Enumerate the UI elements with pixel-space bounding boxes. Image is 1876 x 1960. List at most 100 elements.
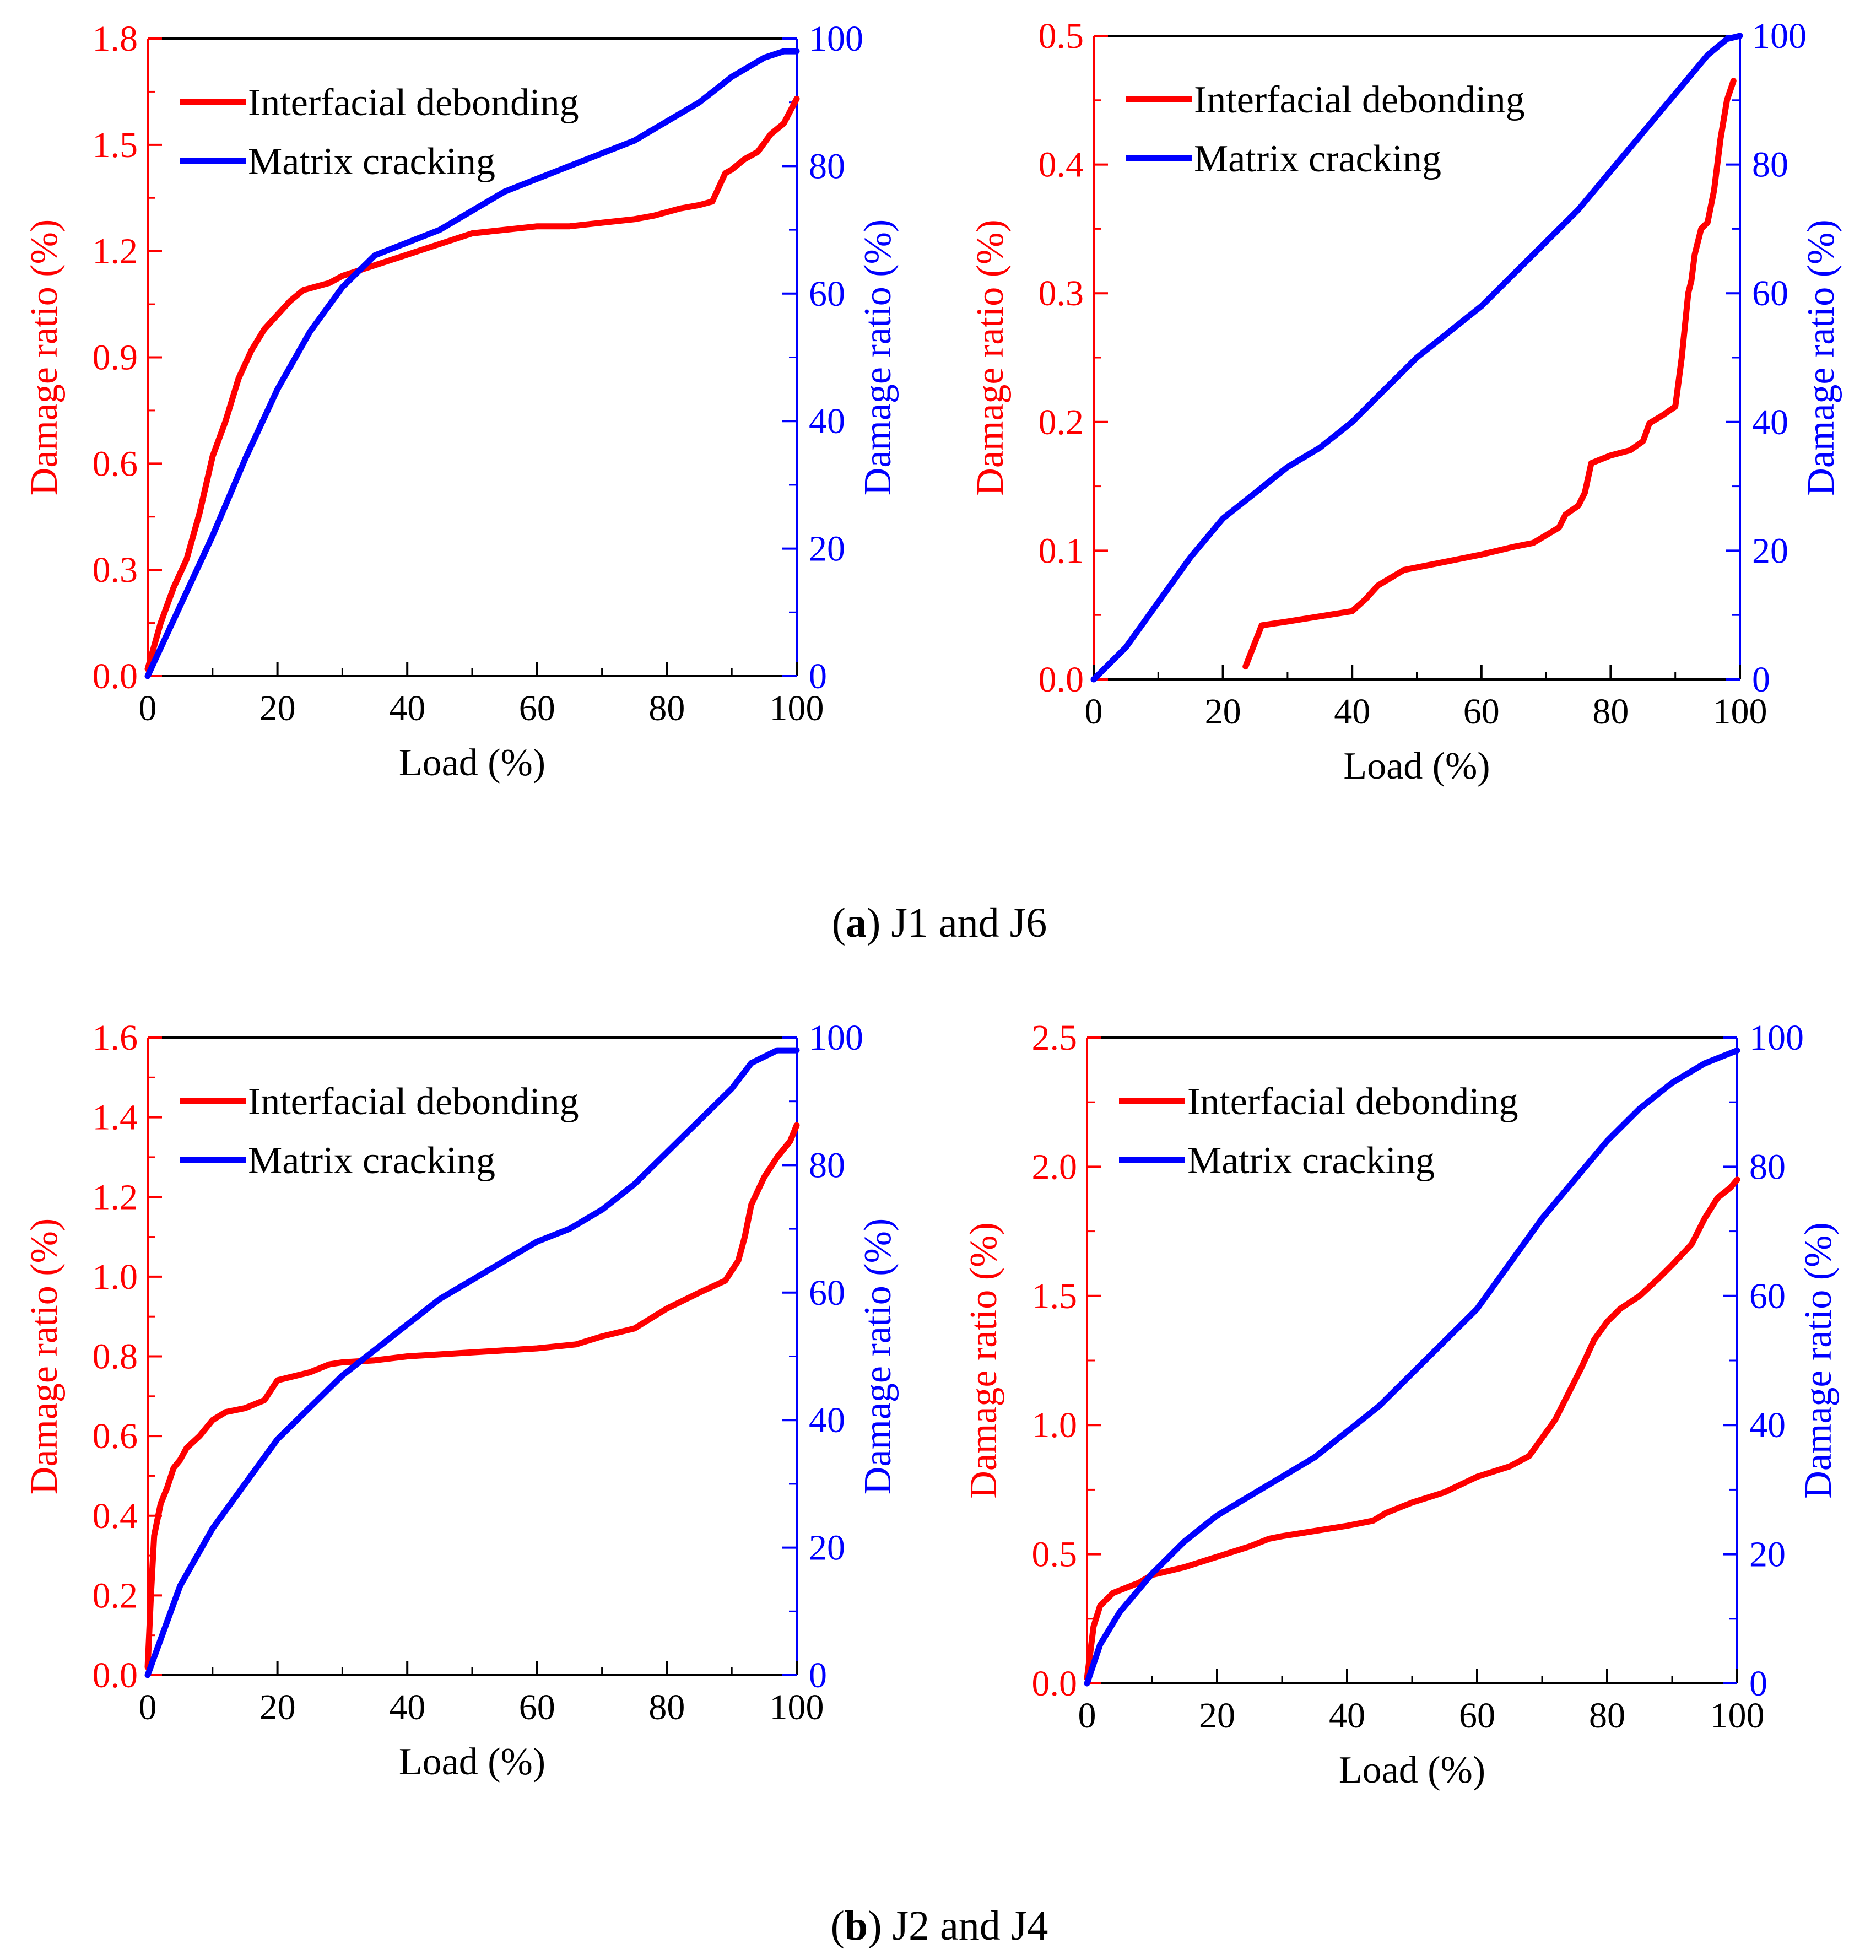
- x-tick-label: 20: [259, 688, 296, 728]
- left-y-axis-title: Damage ratio (%): [963, 1222, 1005, 1498]
- series-line-matrix-cracking: [1084, 1047, 1740, 1687]
- x-tick-label: 0: [139, 688, 157, 728]
- x-axis-title: Load (%): [399, 742, 545, 784]
- right-y-tick-label: 60: [1752, 273, 1788, 314]
- left-y-tick-label: 0.2: [93, 1575, 138, 1616]
- left-y-tick-label: 0.9: [93, 338, 138, 378]
- caption-a-letter: a: [846, 900, 867, 946]
- left-y-tick-label: 1.0: [1032, 1405, 1078, 1445]
- x-tick-label: 80: [1592, 692, 1629, 732]
- left-y-tick-label: 0.0: [1039, 660, 1084, 700]
- right-y-tick-label: 80: [1749, 1147, 1786, 1187]
- right-y-tick-label: 60: [1749, 1276, 1786, 1316]
- x-axis-title: Load (%): [1343, 745, 1490, 787]
- left-y-tick-label: 2.5: [1032, 1018, 1078, 1058]
- left-y-tick-label: 0.8: [93, 1337, 138, 1377]
- chart-j2: 0 20 40 60 80 100 0.0 0.2 0.4 0.6 0.8 1.0 1.2 1.4 1.6 0…: [23, 1018, 899, 1783]
- right-y-tick-label: 40: [809, 1400, 845, 1440]
- left-y-tick-label: 1.8: [93, 19, 138, 59]
- x-tick-label: 80: [648, 688, 685, 728]
- svg-text:(a) J1 and J6: (a) J1 and J6: [832, 900, 1047, 946]
- left-y-tick-label: 0.2: [1039, 402, 1084, 442]
- left-y-tick-label: 0.6: [93, 1416, 138, 1456]
- x-tick-label: 20: [259, 1687, 296, 1727]
- left-y-tick-label: 0.1: [1039, 531, 1084, 571]
- left-y-tick-label: 0.0: [1032, 1664, 1078, 1704]
- left-y-tick-label: 1.6: [93, 1018, 138, 1058]
- x-tick-label: 100: [770, 688, 824, 728]
- left-y-tick-label: 0.5: [1039, 16, 1084, 56]
- legend-label-interfacial-debonding: Interfacial debonding: [248, 1081, 579, 1123]
- x-tick-label: 60: [1463, 692, 1500, 732]
- left-y-tick-label: 0.0: [93, 1655, 138, 1696]
- left-y-tick-label: 1.5: [1032, 1276, 1078, 1316]
- left-y-tick-label: 1.2: [93, 1177, 138, 1217]
- left-y-tick-label: 2.0: [1032, 1147, 1078, 1187]
- right-y-tick-label: 80: [809, 146, 845, 186]
- chart-j6: 0 20 40 60 80 100 0.0 0.1 0.2 0.3 0.4 0.5 0 20 40 60 80 1…: [969, 16, 1842, 787]
- left-y-tick-label: 0.5: [1032, 1535, 1078, 1575]
- caption-b: (b) J2 and J4: [831, 1903, 1048, 1949]
- x-tick-label: 0: [1085, 692, 1103, 732]
- left-y-tick-label: 0.0: [93, 656, 138, 696]
- x-tick-label: 40: [389, 1687, 425, 1727]
- x-tick-label: 40: [1334, 692, 1370, 732]
- caption-a-text: J1 and J6: [891, 900, 1047, 946]
- right-y-tick-label: 0: [809, 656, 827, 696]
- left-y-tick-label: 1.2: [93, 231, 138, 272]
- right-y-tick-label: 0: [809, 1655, 827, 1696]
- left-y-tick-label: 0.4: [1039, 145, 1084, 185]
- right-y-tick-label: 100: [1749, 1018, 1804, 1058]
- series-line-matrix-cracking: [1090, 33, 1743, 683]
- left-y-axis-title: Damage ratio (%): [969, 219, 1012, 495]
- left-y-tick-label: 0.3: [93, 550, 138, 590]
- x-tick-label: 0: [1078, 1696, 1096, 1736]
- x-tick-label: 60: [519, 1687, 555, 1727]
- right-y-axis-title: Damage ratio (%): [1797, 1222, 1840, 1498]
- left-y-tick-label: 0.6: [93, 444, 138, 484]
- right-y-tick-label: 0: [1752, 660, 1770, 700]
- left-y-axis-title: Damage ratio (%): [23, 1218, 66, 1494]
- left-y-axis-title: Damage ratio (%): [23, 219, 66, 495]
- right-y-tick-label: 100: [1752, 16, 1807, 56]
- right-y-axis-title: Damage ratio (%): [857, 219, 899, 495]
- x-tick-label: 0: [139, 1687, 157, 1727]
- legend-label-interfacial-debonding: Interfacial debonding: [1187, 1081, 1518, 1123]
- right-y-tick-label: 100: [809, 1018, 863, 1058]
- x-tick-label: 100: [1710, 1696, 1765, 1736]
- legend-label-interfacial-debonding: Interfacial debonding: [1194, 79, 1525, 121]
- right-y-tick-label: 20: [809, 1528, 845, 1568]
- svg-text:(b) J2 and J4: (b) J2 and J4: [831, 1903, 1048, 1949]
- left-y-tick-label: 1.4: [93, 1098, 138, 1138]
- right-y-tick-label: 60: [809, 1273, 845, 1313]
- charts-layer: 0 20 40 60 80 100 0.0 0.3 0.6 0.9 1.2 1.5 1.8 0 20 40 60…: [23, 16, 1842, 1791]
- chart-j4: 0 20 40 60 80 100 0.0 0.5 1.0 1.5 2.0 2.5 0 20 40 60 80 1…: [963, 1018, 1840, 1791]
- left-y-tick-label: 0.4: [93, 1496, 138, 1536]
- legend-label-matrix-cracking: Matrix cracking: [1194, 138, 1441, 180]
- right-y-tick-label: 60: [809, 274, 845, 314]
- series-line-matrix-cracking: [144, 1047, 800, 1678]
- caption-b-letter: b: [845, 1903, 868, 1949]
- legend-label-interfacial-debonding: Interfacial debonding: [248, 82, 579, 124]
- series-line-matrix-cracking: [144, 48, 800, 679]
- right-y-tick-label: 100: [809, 19, 863, 59]
- series-line-interfacial-debonding: [1242, 78, 1737, 670]
- series-line-interfacial-debonding: [144, 1122, 800, 1670]
- right-y-tick-label: 80: [1752, 145, 1788, 185]
- right-y-axis-title: Damage ratio (%): [1800, 219, 1842, 495]
- x-tick-label: 40: [389, 688, 425, 728]
- x-axis-title: Load (%): [1339, 1749, 1485, 1791]
- right-y-axis-title: Damage ratio (%): [857, 1218, 899, 1494]
- right-y-tick-label: 40: [1752, 402, 1788, 442]
- right-y-tick-label: 20: [1749, 1535, 1786, 1575]
- legend-label-matrix-cracking: Matrix cracking: [248, 1140, 495, 1182]
- left-y-tick-label: 1.5: [93, 125, 138, 165]
- x-tick-label: 100: [1713, 692, 1767, 732]
- right-y-tick-label: 40: [1749, 1405, 1786, 1445]
- left-y-tick-label: 1.0: [93, 1257, 138, 1297]
- x-tick-label: 100: [770, 1687, 824, 1727]
- right-y-tick-label: 20: [1752, 531, 1788, 571]
- x-tick-label: 60: [1459, 1696, 1495, 1736]
- x-tick-label: 60: [519, 688, 555, 728]
